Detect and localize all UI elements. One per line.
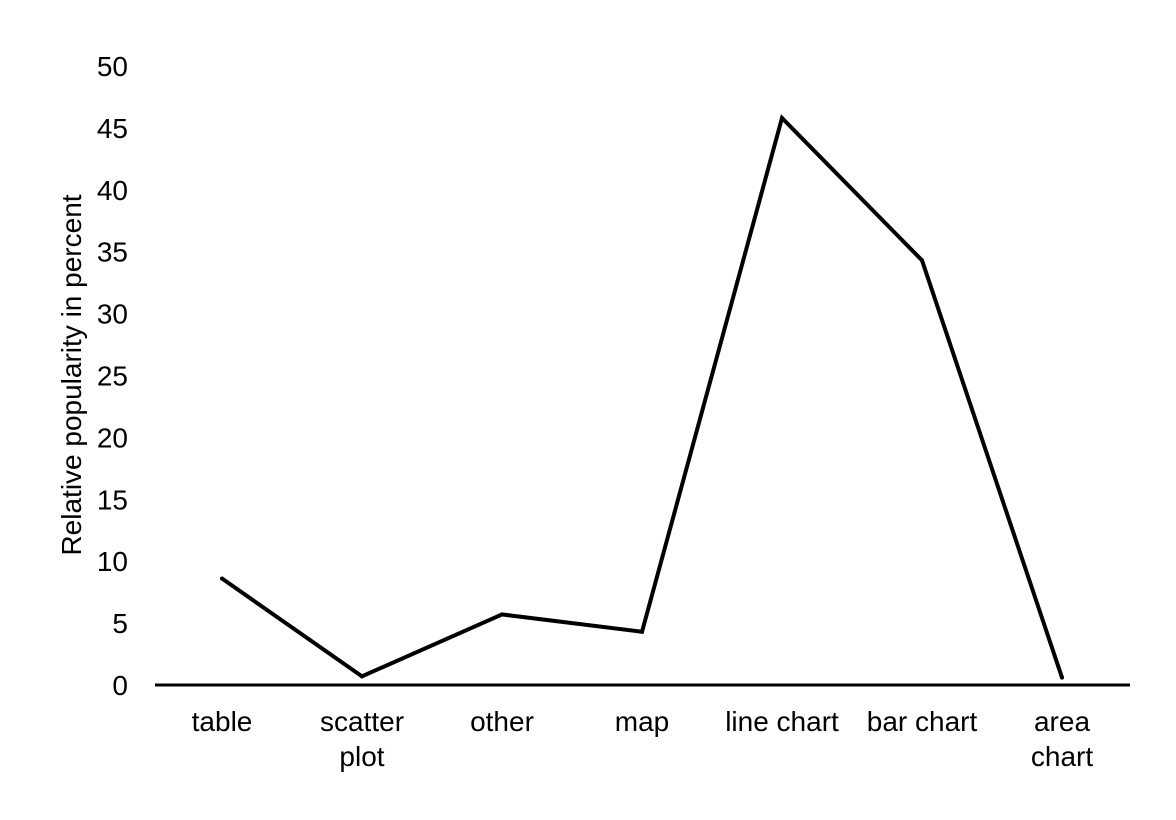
data-point	[640, 629, 644, 634]
data-point	[1060, 675, 1064, 680]
y-axis-title: Relative popularity in percent	[56, 194, 87, 555]
x-tick-label: map	[615, 706, 669, 737]
y-tick-label: 5	[112, 608, 128, 639]
data-point	[780, 115, 784, 120]
x-tick-label: table	[192, 706, 253, 737]
series-line	[220, 114, 1064, 679]
data-point	[920, 258, 924, 263]
y-tick-label: 20	[97, 422, 128, 453]
y-tick-label: 40	[97, 175, 128, 206]
y-tick-label: 15	[97, 484, 128, 515]
y-tick-label: 45	[97, 113, 128, 144]
y-tick-label: 0	[112, 670, 128, 701]
data-point	[360, 674, 364, 679]
x-tick-label: scatter plot	[320, 706, 404, 772]
x-axis-ticks: table scatter plot other map line chart bar ch…	[192, 706, 1094, 772]
y-tick-label: 10	[97, 546, 128, 577]
series-group	[220, 114, 1064, 680]
y-tick-label: 25	[97, 361, 128, 392]
data-point	[500, 612, 504, 617]
x-tick-label: area chart	[1031, 706, 1093, 772]
y-axis-ticks: 0 5 10 15 20 25 30 35 40 45 50	[97, 51, 128, 701]
x-tick-label: other	[470, 706, 534, 737]
y-tick-label: 35	[97, 237, 128, 268]
y-tick-label: 50	[97, 51, 128, 82]
data-point	[220, 576, 224, 581]
x-tick-label: bar chart	[867, 706, 978, 737]
x-tick-label: line chart	[725, 706, 839, 737]
y-tick-label: 30	[97, 299, 128, 330]
